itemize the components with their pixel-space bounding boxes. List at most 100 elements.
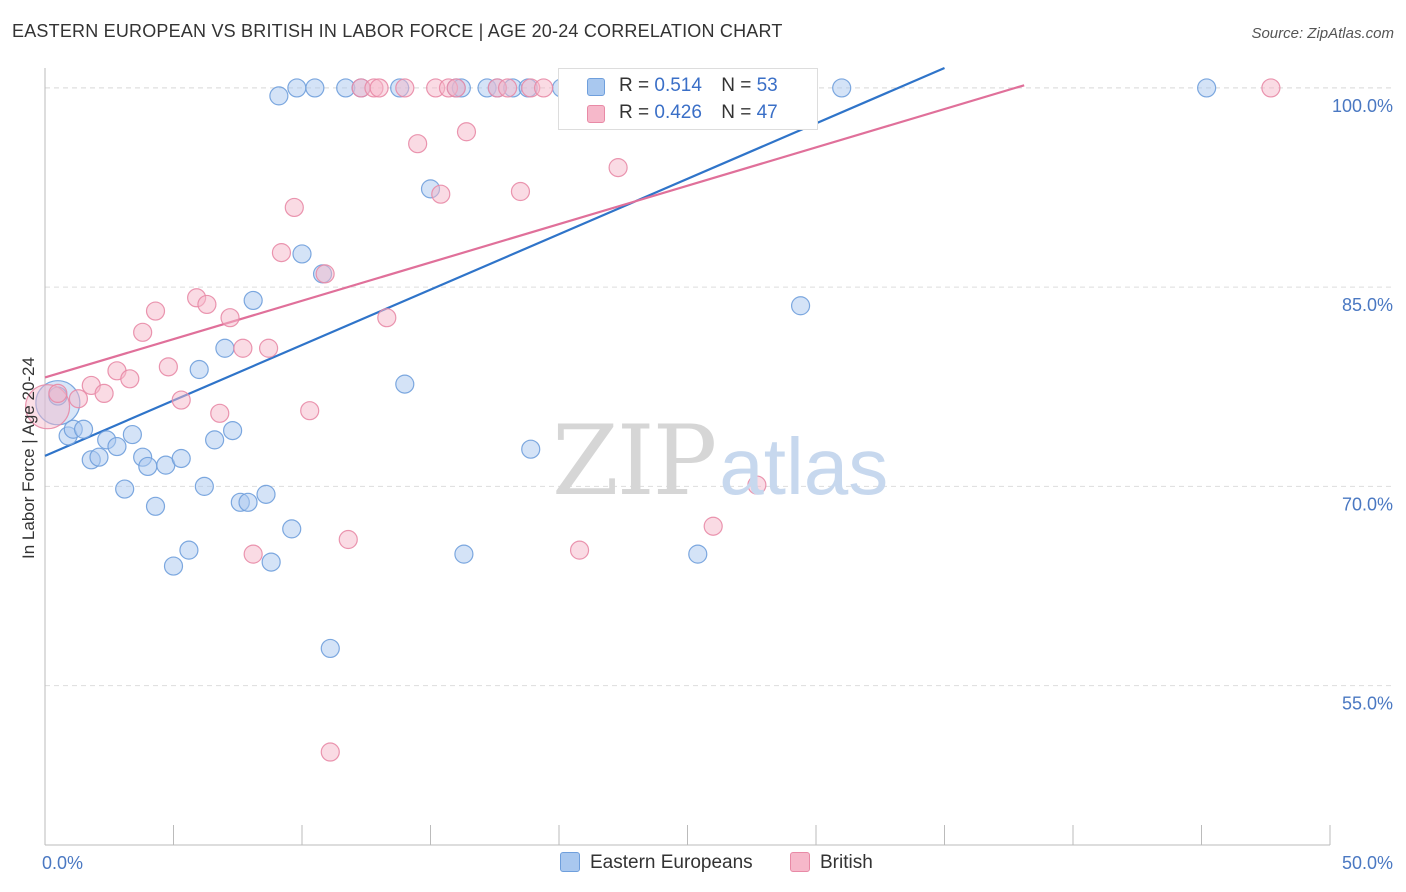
- watermark-atlas: atlas: [719, 422, 889, 511]
- legend-swatch-blue: [587, 78, 605, 96]
- eastern-european-point: [790, 296, 811, 316]
- data-points: [24, 78, 1281, 762]
- eastern-europeans-trend-line: [44, 66, 945, 457]
- eastern-european-point: [179, 540, 199, 560]
- legend-label: British: [820, 852, 873, 873]
- british-point: [300, 401, 320, 421]
- legend-r-value: 0.514: [654, 75, 702, 96]
- eastern-european-point: [73, 419, 94, 439]
- british-point: [210, 403, 230, 423]
- british-point: [338, 529, 358, 550]
- eastern-european-point: [395, 374, 415, 394]
- trend-lines: [44, 66, 1025, 457]
- eastern-european-point: [115, 479, 135, 499]
- british-point: [68, 389, 89, 409]
- legend-swatch-blue: [560, 852, 580, 872]
- eastern-european-point: [282, 519, 302, 539]
- eastern-european-point: [269, 86, 289, 106]
- british-point: [395, 78, 415, 98]
- legend-n-value: 53: [756, 75, 778, 96]
- eastern-european-point: [256, 484, 276, 504]
- correlation-legend: R = 0.514 N = 53 R = 0.426 N = 47: [558, 68, 818, 130]
- y-tick-label: 55.0%: [1342, 694, 1393, 714]
- eastern-european-point: [122, 424, 142, 445]
- eastern-european-point: [205, 430, 225, 450]
- legend-r-value: 0.426: [654, 102, 702, 123]
- british-point: [533, 78, 554, 98]
- eastern-european-point: [145, 496, 166, 516]
- watermark-zip: ZIP: [552, 405, 717, 517]
- eastern-european-point: [107, 436, 127, 457]
- legend-row-british: R = 0.426 N = 47: [587, 102, 778, 124]
- y-tick-label: 70.0%: [1342, 494, 1393, 514]
- british-point: [369, 78, 389, 98]
- british-point: [510, 181, 531, 202]
- eastern-european-point: [688, 544, 708, 564]
- eastern-european-point: [238, 492, 258, 512]
- legend-row-eastern-europeans: R = 0.514 N = 53: [587, 75, 778, 97]
- legend-label: Eastern Europeans: [590, 852, 753, 873]
- eastern-european-point: [521, 439, 541, 459]
- eastern-european-point: [189, 359, 209, 380]
- british-point: [446, 78, 466, 98]
- eastern-european-point: [215, 338, 235, 358]
- eastern-european-point: [1197, 78, 1217, 98]
- british-point: [456, 122, 477, 142]
- eastern-european-point: [89, 447, 109, 467]
- british-point: [569, 540, 590, 560]
- eastern-european-point: [287, 78, 307, 98]
- british-point: [271, 243, 292, 263]
- eastern-european-point: [305, 78, 325, 98]
- eastern-european-point: [832, 78, 852, 98]
- eastern-european-point: [223, 421, 243, 441]
- british-point: [145, 301, 166, 321]
- british-point: [431, 184, 451, 204]
- legend-n-label: N =: [721, 75, 752, 96]
- british-trend-line: [44, 84, 1025, 379]
- axes: [44, 68, 1331, 846]
- british-point: [408, 134, 428, 154]
- british-point: [233, 338, 253, 358]
- eastern-european-point: [138, 456, 158, 477]
- british-point: [258, 338, 279, 358]
- y-axis-title: In Labor Force | Age 20-24: [19, 357, 38, 559]
- british-point: [747, 475, 767, 495]
- source-label: Source: ZipAtlas.com: [1251, 25, 1394, 42]
- x-tick-label: 0.0%: [42, 853, 83, 873]
- british-point: [171, 390, 191, 410]
- british-point: [315, 264, 335, 284]
- british-point: [1261, 78, 1281, 98]
- british-point: [243, 544, 263, 564]
- legend-item-british: British: [790, 852, 873, 874]
- british-point: [158, 357, 178, 377]
- eastern-european-point: [292, 244, 312, 264]
- british-point: [197, 294, 217, 315]
- legend-r-label: R =: [619, 102, 650, 123]
- british-point: [94, 383, 114, 404]
- legend-n-value: 47: [756, 102, 778, 123]
- x-tick-label: 50.0%: [1342, 853, 1393, 873]
- british-point: [703, 516, 723, 536]
- legend-r-label: R =: [619, 75, 650, 96]
- eastern-european-point: [163, 556, 184, 576]
- british-point: [48, 383, 68, 404]
- legend-swatch-pink: [587, 105, 605, 123]
- eastern-european-point: [194, 476, 214, 496]
- legend-item-eastern-europeans: Eastern Europeans: [560, 852, 753, 874]
- watermark: ZIPatlas: [552, 405, 888, 517]
- british-point: [120, 369, 140, 389]
- eastern-european-point: [454, 544, 474, 564]
- british-point: [498, 78, 518, 98]
- eastern-european-point: [243, 290, 263, 311]
- british-point: [220, 308, 240, 328]
- british-point: [284, 197, 304, 218]
- legend-swatch-pink: [790, 852, 810, 872]
- british-point: [320, 742, 340, 762]
- tick-labels: 100.0% 85.0% 70.0% 55.0% 0.0% 50.0%: [42, 96, 1393, 873]
- eastern-european-point: [320, 638, 340, 659]
- chart-title: EASTERN EUROPEAN VS BRITISH IN LABOR FOR…: [12, 21, 783, 41]
- grid-lines: [45, 87, 1395, 687]
- eastern-european-point: [261, 552, 281, 572]
- y-tick-label: 85.0%: [1342, 295, 1393, 315]
